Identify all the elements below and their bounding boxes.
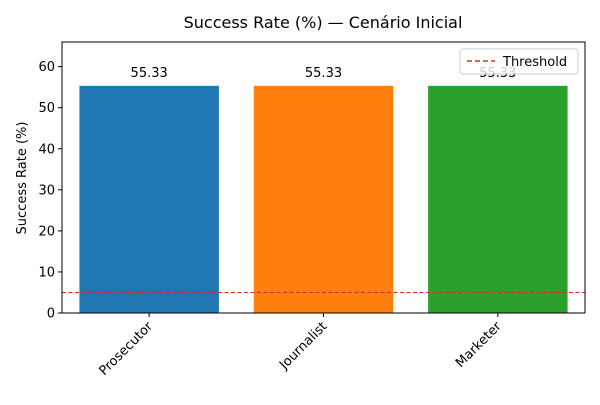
y-tick-label: 10 <box>38 265 55 280</box>
data-label-journalist: 55.33 <box>305 66 342 81</box>
bar-prosecutor <box>79 85 219 313</box>
bars-layer <box>79 85 568 313</box>
y-tick-label: 60 <box>38 60 55 75</box>
legend: Threshold <box>459 48 579 75</box>
x-tick-label-prosecutor: Prosecutor <box>96 319 156 379</box>
y-tick-label: 50 <box>38 101 55 116</box>
y-axis-label: Success Rate (%) <box>15 122 30 235</box>
y-tick-label: 30 <box>38 183 55 198</box>
x-tick-label-marketer: Marketer <box>453 319 505 371</box>
bar-journalist <box>253 85 394 313</box>
y-tick-label: 0 <box>47 307 55 322</box>
x-tick-label-journalist: Journalist <box>276 319 330 373</box>
legend-frame <box>459 48 579 75</box>
data-label-prosecutor: 55.33 <box>131 66 168 81</box>
y-tick-label: 20 <box>38 224 55 239</box>
chart-title: Success Rate (%) — Cenário Inicial <box>184 13 463 32</box>
plot-frame <box>61 41 586 314</box>
bar-marketer <box>428 85 568 313</box>
legend-threshold-label: Threshold <box>502 55 567 70</box>
y-tick-label: 40 <box>38 142 55 157</box>
